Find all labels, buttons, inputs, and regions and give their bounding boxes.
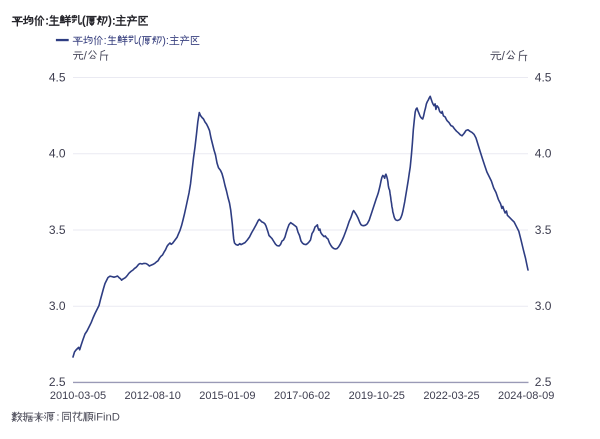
- svg-text:):: ):: [108, 15, 116, 28]
- svg-text:2.5: 2.5: [49, 375, 66, 389]
- svg-text:3.5: 3.5: [49, 223, 66, 237]
- svg-text::: :: [56, 412, 59, 424]
- svg-text:4.5: 4.5: [535, 70, 552, 84]
- svg-text:/: /: [502, 49, 506, 63]
- svg-text:iFinD: iFinD: [94, 412, 120, 424]
- svg-text:3.0: 3.0: [535, 299, 552, 313]
- svg-text:2019-10-25: 2019-10-25: [349, 390, 405, 402]
- svg-text:3.0: 3.0: [49, 299, 66, 313]
- svg-text:2024-08-09: 2024-08-09: [498, 390, 554, 402]
- svg-text:2010-03-05: 2010-03-05: [50, 390, 106, 402]
- svg-text:2012-08-10: 2012-08-10: [125, 390, 181, 402]
- svg-text:3.5: 3.5: [535, 223, 552, 237]
- svg-text::: :: [45, 15, 49, 28]
- svg-text:4.0: 4.0: [535, 147, 552, 161]
- svg-text::: :: [104, 35, 107, 47]
- svg-text:2022-03-25: 2022-03-25: [423, 390, 479, 402]
- svg-text:2015-01-09: 2015-01-09: [199, 390, 255, 402]
- svg-text:(: (: [138, 35, 142, 47]
- svg-text:(: (: [82, 15, 86, 28]
- svg-text:4.0: 4.0: [49, 147, 66, 161]
- svg-text:/: /: [84, 49, 88, 62]
- svg-text:4.5: 4.5: [49, 70, 66, 84]
- svg-text:):: ):: [162, 35, 169, 47]
- svg-text:2.5: 2.5: [535, 375, 552, 389]
- svg-text:2017-06-02: 2017-06-02: [274, 390, 330, 402]
